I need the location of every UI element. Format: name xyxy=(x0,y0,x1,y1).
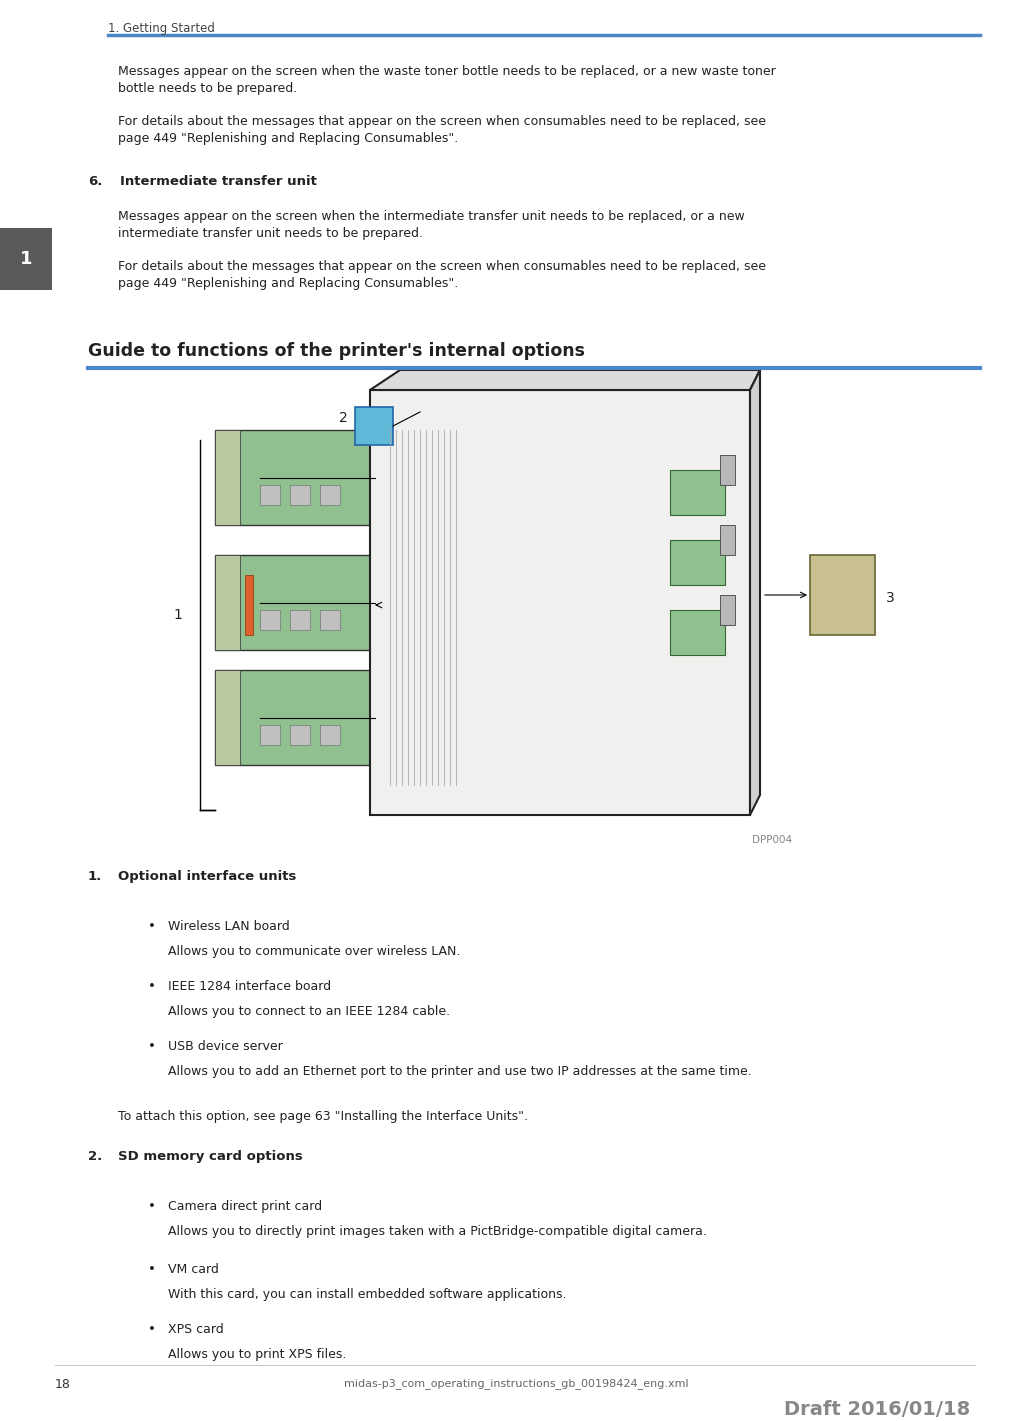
Text: Allows you to communicate over wireless LAN.: Allows you to communicate over wireless … xyxy=(168,945,460,958)
Bar xyxy=(670,610,725,655)
Text: 1: 1 xyxy=(20,250,32,269)
Bar xyxy=(355,406,393,445)
Text: XPS card: XPS card xyxy=(168,1323,224,1336)
Text: Messages appear on the screen when the waste toner bottle needs to be replaced, : Messages appear on the screen when the w… xyxy=(118,65,776,78)
Bar xyxy=(810,556,875,635)
Polygon shape xyxy=(370,369,760,389)
Text: VM card: VM card xyxy=(168,1263,219,1276)
Bar xyxy=(260,725,280,745)
Text: •: • xyxy=(148,1040,156,1053)
Bar xyxy=(670,540,725,585)
Text: 3: 3 xyxy=(885,591,895,605)
Bar xyxy=(260,485,280,504)
Bar xyxy=(670,470,725,514)
Text: 18: 18 xyxy=(55,1378,71,1391)
Text: DPP004: DPP004 xyxy=(752,836,793,845)
Text: 1. Getting Started: 1. Getting Started xyxy=(108,21,215,36)
Text: Messages appear on the screen when the intermediate transfer unit needs to be re: Messages appear on the screen when the i… xyxy=(118,210,745,223)
Bar xyxy=(260,610,280,630)
Text: Allows you to directly print images taken with a PictBridge-compatible digital c: Allows you to directly print images take… xyxy=(168,1225,707,1238)
Bar xyxy=(290,485,310,504)
Bar xyxy=(720,455,735,485)
Text: intermediate transfer unit needs to be prepared.: intermediate transfer unit needs to be p… xyxy=(118,227,423,240)
Text: Allows you to connect to an IEEE 1284 cable.: Allows you to connect to an IEEE 1284 ca… xyxy=(168,1005,450,1017)
Bar xyxy=(290,725,310,745)
Bar xyxy=(720,524,735,556)
Bar xyxy=(215,556,375,649)
Bar xyxy=(245,576,253,635)
Text: To attach this option, see page 63 "Installing the Interface Units".: To attach this option, see page 63 "Inst… xyxy=(118,1110,528,1123)
Bar xyxy=(215,669,375,764)
Text: Intermediate transfer unit: Intermediate transfer unit xyxy=(120,175,317,188)
Text: With this card, you can install embedded software applications.: With this card, you can install embedded… xyxy=(168,1287,567,1302)
Text: •: • xyxy=(148,1323,156,1336)
Text: 2: 2 xyxy=(338,411,348,425)
Text: 1.: 1. xyxy=(88,870,102,882)
Text: •: • xyxy=(148,1199,156,1214)
Text: Allows you to print XPS files.: Allows you to print XPS files. xyxy=(168,1349,347,1361)
Text: 2.: 2. xyxy=(88,1150,102,1162)
Bar xyxy=(215,669,240,764)
Bar xyxy=(290,610,310,630)
Text: midas-p3_com_operating_instructions_gb_00198424_eng.xml: midas-p3_com_operating_instructions_gb_0… xyxy=(344,1378,688,1388)
Bar xyxy=(370,389,750,816)
Text: USB device server: USB device server xyxy=(168,1040,283,1053)
Text: IEEE 1284 interface board: IEEE 1284 interface board xyxy=(168,980,331,993)
Text: For details about the messages that appear on the screen when consumables need t: For details about the messages that appe… xyxy=(118,260,766,273)
Text: page 449 "Replenishing and Replacing Consumables".: page 449 "Replenishing and Replacing Con… xyxy=(118,132,458,145)
Bar xyxy=(215,556,240,649)
Bar xyxy=(320,610,340,630)
Text: 6.: 6. xyxy=(88,175,102,188)
Bar xyxy=(320,725,340,745)
Text: •: • xyxy=(148,980,156,993)
Text: bottle needs to be prepared.: bottle needs to be prepared. xyxy=(118,82,297,95)
Bar xyxy=(215,431,375,524)
Text: Wireless LAN board: Wireless LAN board xyxy=(168,919,290,934)
Text: SD memory card options: SD memory card options xyxy=(118,1150,302,1162)
Text: page 449 "Replenishing and Replacing Consumables".: page 449 "Replenishing and Replacing Con… xyxy=(118,277,458,290)
Text: Optional interface units: Optional interface units xyxy=(118,870,296,882)
Text: Draft 2016/01/18: Draft 2016/01/18 xyxy=(783,1400,970,1420)
Text: Camera direct print card: Camera direct print card xyxy=(168,1199,322,1214)
Text: Allows you to add an Ethernet port to the printer and use two IP addresses at th: Allows you to add an Ethernet port to th… xyxy=(168,1064,751,1079)
Text: Guide to functions of the printer's internal options: Guide to functions of the printer's inte… xyxy=(88,342,585,360)
Text: 1: 1 xyxy=(173,608,183,622)
Bar xyxy=(720,595,735,625)
Text: •: • xyxy=(148,1263,156,1276)
Bar xyxy=(320,485,340,504)
Bar xyxy=(0,227,52,290)
Polygon shape xyxy=(750,369,760,816)
Text: For details about the messages that appear on the screen when consumables need t: For details about the messages that appe… xyxy=(118,115,766,128)
Bar xyxy=(215,431,240,524)
Text: •: • xyxy=(148,919,156,934)
